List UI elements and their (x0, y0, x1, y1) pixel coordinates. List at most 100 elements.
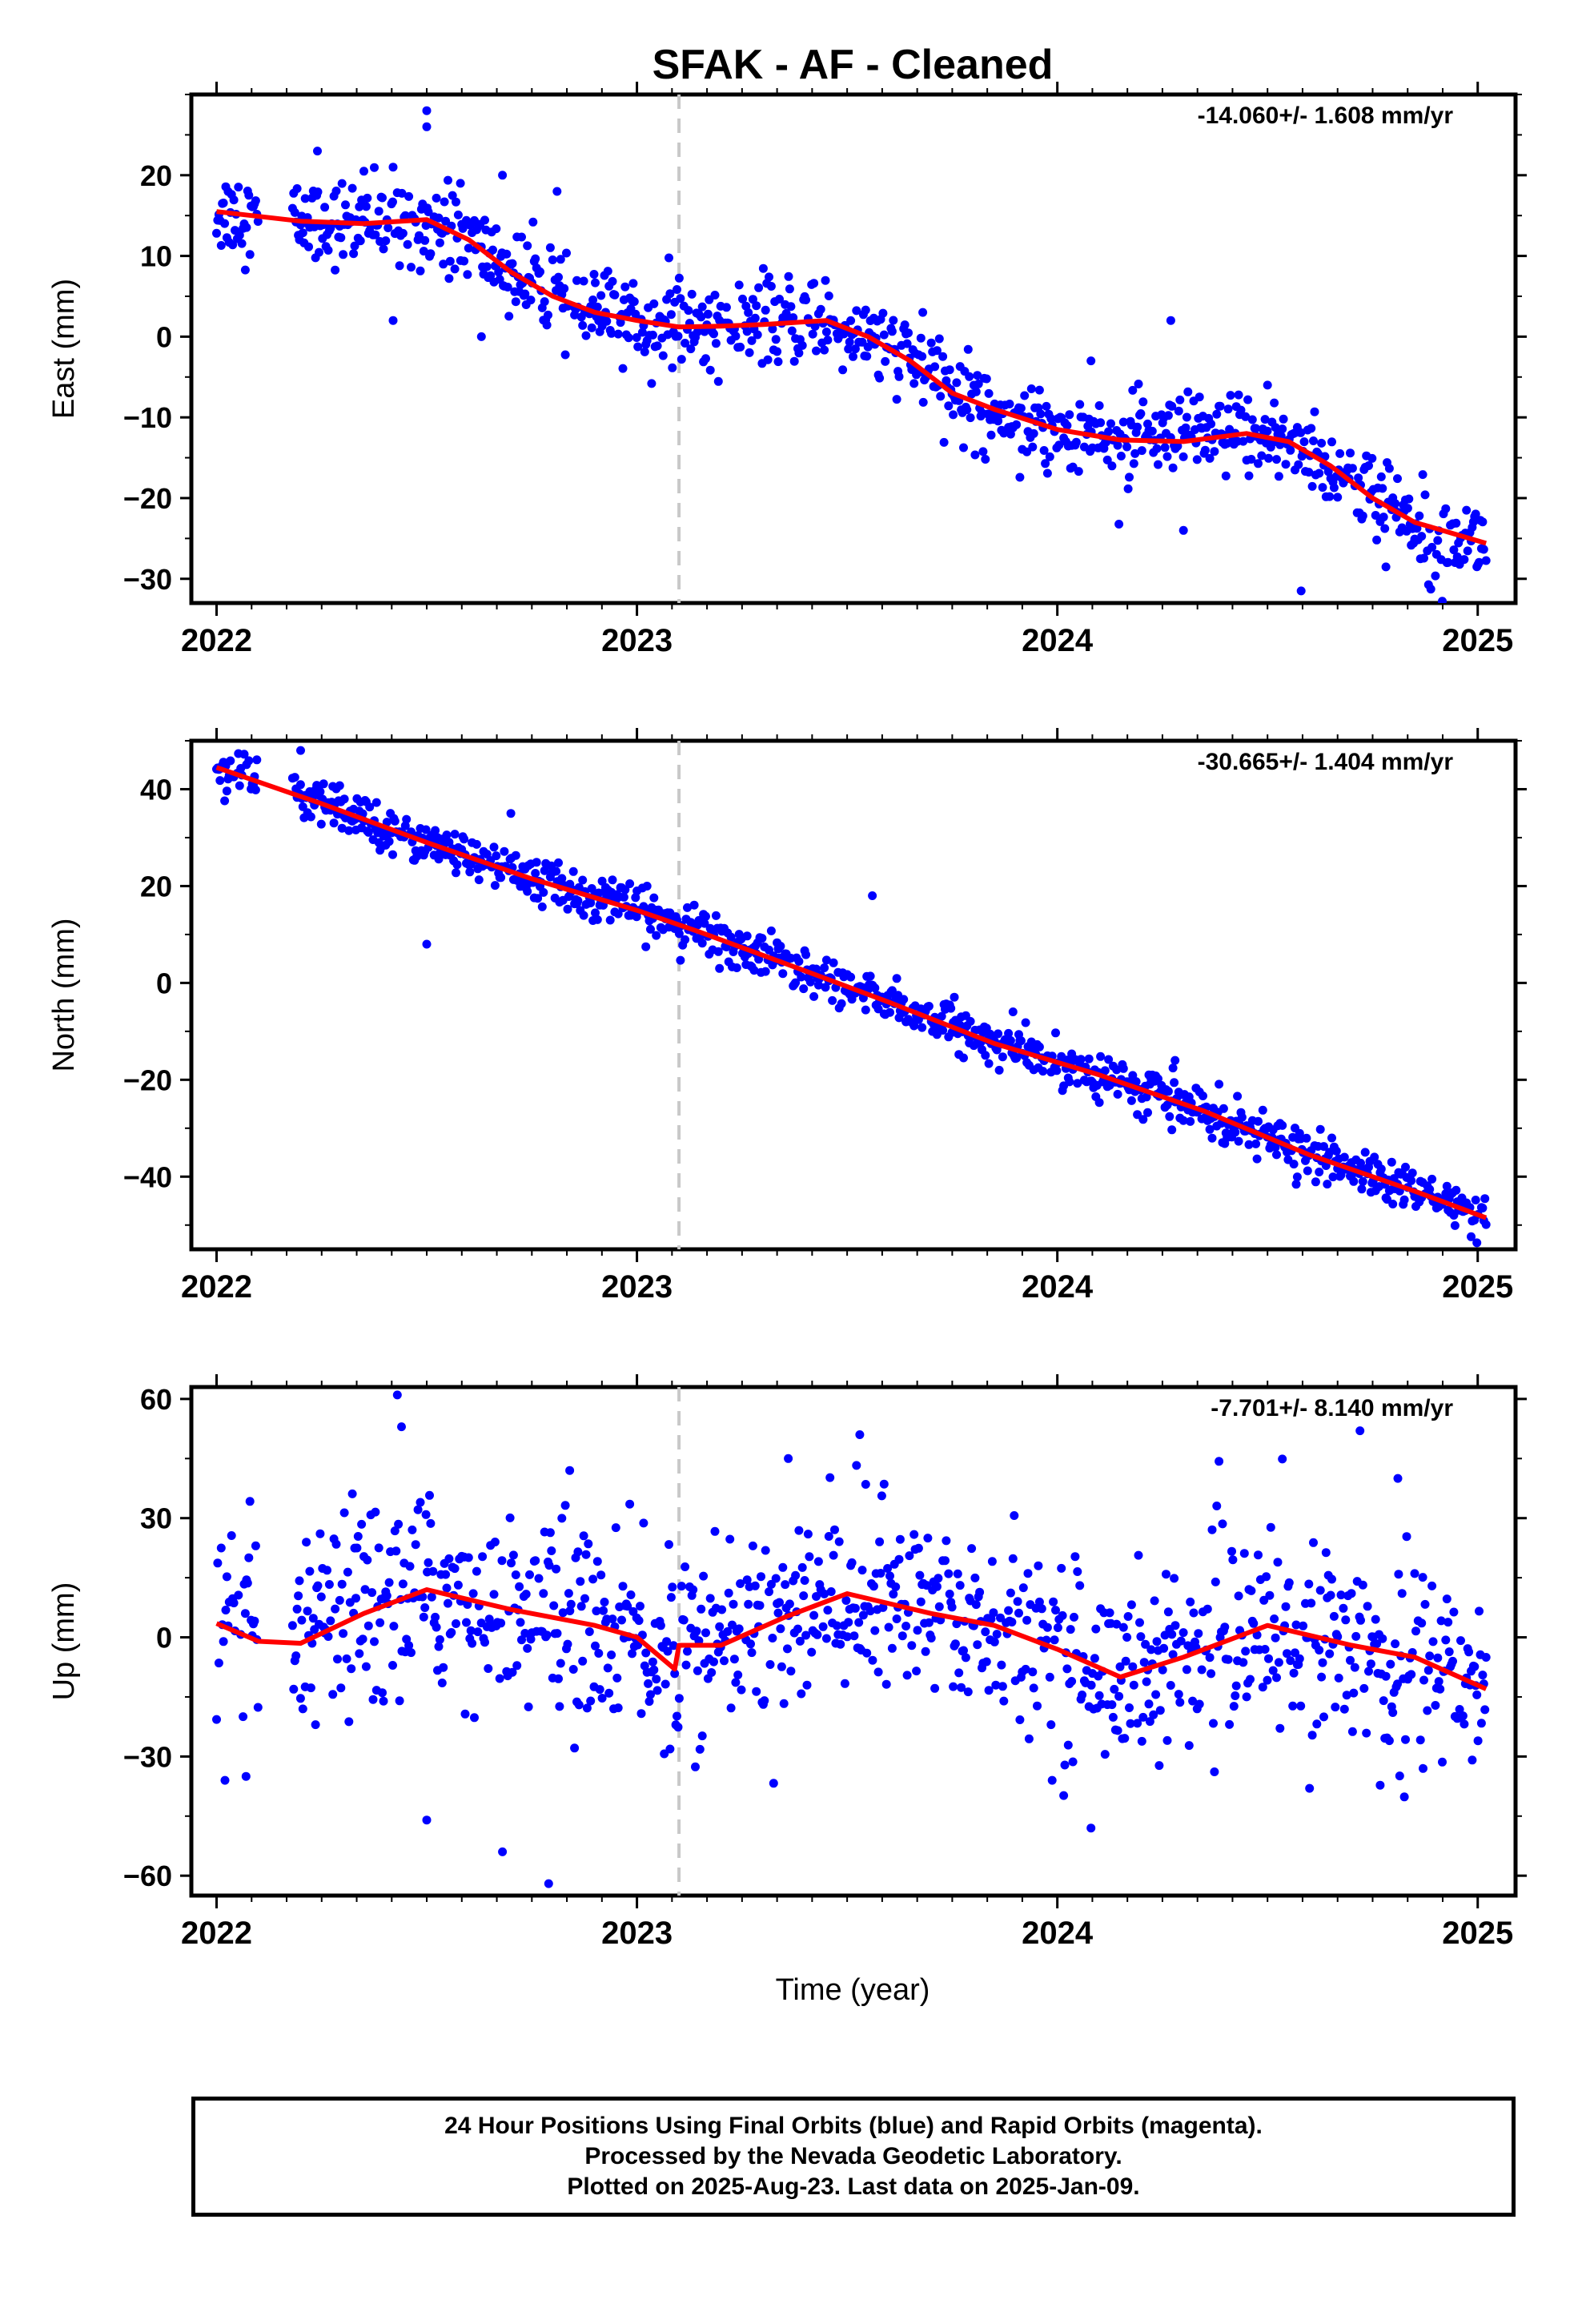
data-point (1155, 1706, 1165, 1715)
outlier-point (1263, 380, 1272, 390)
data-point (1016, 1036, 1026, 1046)
data-point (991, 1680, 1001, 1690)
data-point (1147, 426, 1157, 436)
footer-line-2: Processed by the Nevada Geodetic Laborat… (584, 2143, 1122, 2169)
data-point (1366, 1659, 1375, 1669)
data-point (357, 1519, 367, 1529)
data-point (555, 1702, 564, 1711)
data-point (574, 1700, 584, 1710)
data-point (1012, 420, 1022, 429)
data-point (1281, 460, 1291, 469)
data-point (1084, 1054, 1094, 1063)
outlier-point (498, 171, 508, 180)
data-point (670, 1669, 680, 1679)
data-point (1441, 1635, 1451, 1645)
data-point (1170, 1621, 1180, 1630)
data-point (512, 1661, 522, 1671)
data-point (892, 395, 901, 404)
outlier-point (1086, 356, 1096, 366)
data-point (1122, 442, 1132, 452)
data-point (302, 1538, 311, 1547)
data-point (1129, 459, 1138, 468)
data-point (336, 233, 346, 243)
data-point (965, 372, 974, 381)
data-point (605, 915, 615, 925)
data-point (1391, 499, 1400, 509)
data-point (863, 342, 873, 352)
data-point (729, 1655, 739, 1664)
data-point (1170, 1574, 1179, 1583)
x-tick-label: 2022 (181, 623, 252, 658)
data-point (636, 1709, 646, 1719)
data-point (1004, 1028, 1014, 1038)
data-point (666, 1593, 676, 1602)
data-point (1029, 1683, 1038, 1693)
data-point (1233, 1092, 1243, 1101)
data-point (1215, 1457, 1224, 1466)
data-point (1243, 395, 1253, 404)
data-point (845, 337, 854, 347)
data-point (570, 1743, 580, 1753)
data-point (1203, 1604, 1212, 1614)
data-point (620, 885, 630, 895)
data-point (799, 1591, 809, 1601)
data-point (959, 1053, 968, 1063)
data-point (673, 1723, 683, 1732)
data-point (419, 1612, 428, 1622)
data-point (861, 1480, 870, 1489)
data-point (1433, 1653, 1443, 1663)
data-point (355, 1649, 364, 1659)
data-point (1364, 461, 1373, 470)
data-point (950, 992, 959, 1002)
data-point (687, 289, 697, 299)
data-point (602, 316, 612, 326)
data-point (674, 929, 684, 939)
data-point (736, 1579, 745, 1588)
data-point (472, 839, 481, 849)
data-point (947, 1602, 957, 1612)
data-point (938, 1026, 948, 1035)
data-point (295, 1694, 305, 1703)
data-point (1426, 585, 1435, 594)
data-point (1315, 1168, 1324, 1176)
data-point (1104, 1055, 1114, 1064)
data-point (761, 967, 770, 976)
data-point (608, 276, 617, 286)
data-point (1335, 448, 1345, 458)
data-point (355, 236, 365, 246)
data-point (881, 1679, 891, 1689)
data-point (813, 1630, 822, 1639)
data-point (1154, 1761, 1164, 1771)
data-point (1113, 1726, 1122, 1735)
data-point (1427, 542, 1437, 552)
data-point (1015, 472, 1025, 482)
data-point (728, 1620, 737, 1630)
data-point (936, 392, 946, 401)
data-point (450, 830, 460, 839)
data-point (791, 1570, 801, 1580)
data-point (632, 333, 641, 342)
data-point (1020, 391, 1030, 400)
data-point (1205, 1653, 1215, 1663)
data-point (216, 1543, 226, 1553)
data-point (870, 983, 880, 993)
data-point (1212, 1502, 1222, 1510)
data-point (1334, 1673, 1343, 1683)
data-point (472, 1566, 481, 1576)
data-point (295, 780, 305, 790)
data-point (1236, 405, 1246, 415)
data-point (765, 1587, 773, 1597)
data-point (444, 1554, 454, 1563)
data-point (797, 1562, 807, 1572)
data-point (298, 228, 307, 238)
data-point (324, 1580, 334, 1589)
data-point (736, 342, 745, 352)
data-point (1417, 1618, 1427, 1628)
data-point (1052, 1066, 1062, 1076)
data-point (949, 1682, 958, 1691)
data-point (1415, 511, 1424, 521)
data-point (1289, 1160, 1299, 1169)
data-point (729, 1599, 738, 1609)
data-point (235, 781, 244, 790)
data-point (941, 1556, 950, 1566)
